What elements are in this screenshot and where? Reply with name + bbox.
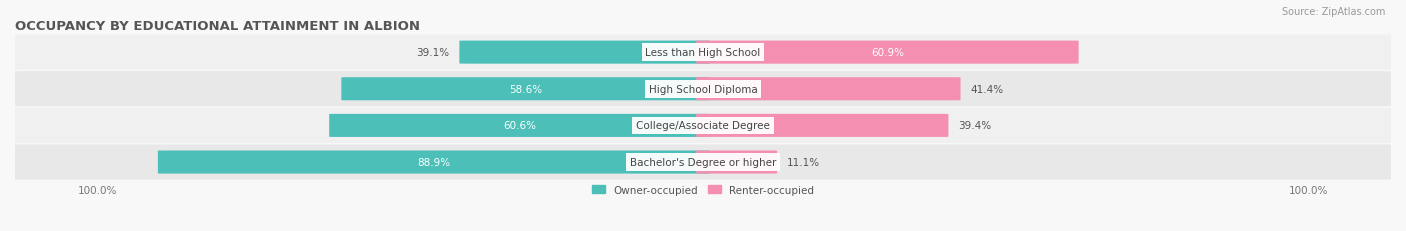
Text: 11.1%: 11.1%: [787, 157, 820, 167]
Text: 60.9%: 60.9%: [870, 48, 904, 58]
FancyBboxPatch shape: [696, 151, 778, 174]
Text: 39.1%: 39.1%: [416, 48, 450, 58]
Text: 60.6%: 60.6%: [503, 121, 536, 131]
Text: 39.4%: 39.4%: [957, 121, 991, 131]
FancyBboxPatch shape: [696, 41, 1078, 64]
Text: Bachelor's Degree or higher: Bachelor's Degree or higher: [630, 157, 776, 167]
Text: High School Diploma: High School Diploma: [648, 84, 758, 94]
FancyBboxPatch shape: [8, 72, 1398, 107]
Text: Source: ZipAtlas.com: Source: ZipAtlas.com: [1281, 7, 1385, 17]
FancyBboxPatch shape: [696, 78, 960, 101]
FancyBboxPatch shape: [329, 114, 710, 137]
Text: Less than High School: Less than High School: [645, 48, 761, 58]
FancyBboxPatch shape: [342, 78, 710, 101]
Text: 100.0%: 100.0%: [1289, 185, 1329, 195]
FancyBboxPatch shape: [8, 35, 1398, 70]
FancyBboxPatch shape: [8, 108, 1398, 143]
Legend: Owner-occupied, Renter-occupied: Owner-occupied, Renter-occupied: [588, 181, 818, 199]
Text: 88.9%: 88.9%: [418, 157, 450, 167]
Text: 58.6%: 58.6%: [509, 84, 543, 94]
FancyBboxPatch shape: [696, 114, 949, 137]
Text: 41.4%: 41.4%: [970, 84, 1004, 94]
Text: College/Associate Degree: College/Associate Degree: [636, 121, 770, 131]
Text: 100.0%: 100.0%: [77, 185, 117, 195]
FancyBboxPatch shape: [8, 145, 1398, 180]
FancyBboxPatch shape: [460, 41, 710, 64]
Text: OCCUPANCY BY EDUCATIONAL ATTAINMENT IN ALBION: OCCUPANCY BY EDUCATIONAL ATTAINMENT IN A…: [15, 20, 420, 33]
FancyBboxPatch shape: [157, 151, 710, 174]
